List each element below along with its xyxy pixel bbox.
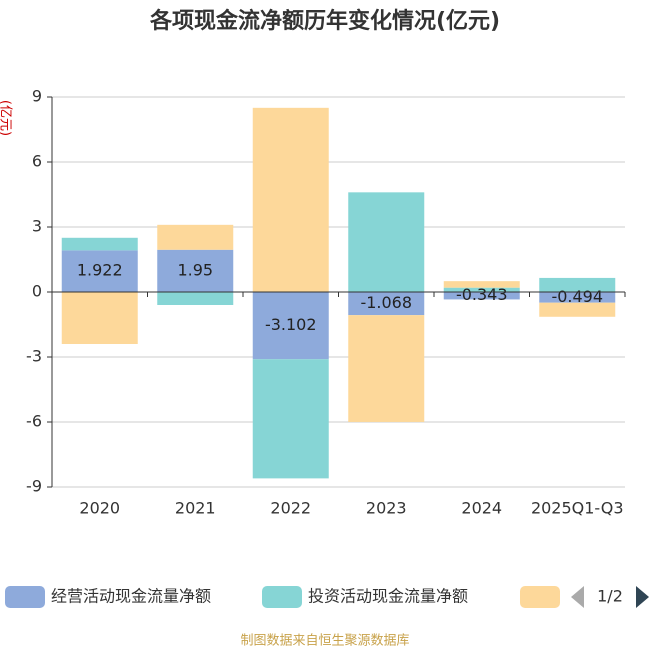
- x-tick-label: 2025Q1-Q3: [531, 499, 624, 518]
- legend-next[interactable]: [636, 586, 649, 608]
- source: 制图数据来自恒生聚源数据库: [240, 633, 409, 649]
- bar: [252, 107, 329, 292]
- y-tick-label: 0: [32, 282, 42, 301]
- y-tick-label: -9: [26, 477, 42, 496]
- x-tick-label: 2021: [175, 499, 216, 518]
- data-label: -1.068: [360, 293, 412, 312]
- legend-label: 投资活动现金流量净额: [308, 587, 468, 606]
- data-label: 1.922: [77, 261, 123, 280]
- bar: [348, 292, 425, 316]
- bar: [157, 292, 234, 305]
- data-label: -0.494: [551, 287, 603, 306]
- x-tick-label: 2022: [270, 499, 311, 518]
- x-tick-label: 2024: [461, 499, 502, 518]
- chart-title: 各项现金流净额历年变化情况(亿元): [149, 8, 500, 34]
- bar: [443, 281, 520, 288]
- legend-page: 1/2: [597, 587, 623, 606]
- legend-swatch: [262, 586, 302, 608]
- data-label: -0.343: [456, 285, 508, 304]
- bar: [157, 249, 234, 292]
- legend-label: 经营活动现金流量净额: [51, 587, 211, 606]
- bar: [61, 237, 138, 251]
- y-tick-label: 9: [32, 87, 42, 106]
- data-label: 1.95: [177, 260, 213, 279]
- bar: [157, 224, 234, 250]
- bar: [539, 302, 616, 317]
- x-tick-label: 2023: [366, 499, 407, 518]
- bar: [539, 292, 616, 303]
- bar: [443, 292, 520, 300]
- bar: [348, 192, 425, 292]
- bar: [252, 359, 329, 479]
- bar: [443, 287, 520, 292]
- bar: [539, 277, 616, 292]
- y-axis-label: (亿元): [0, 100, 13, 136]
- legend-swatch: [5, 586, 45, 608]
- y-tick-label: 3: [32, 217, 42, 236]
- bar: [252, 292, 329, 360]
- data-label: -3.102: [265, 315, 317, 334]
- bar: [61, 292, 138, 344]
- bar: [348, 315, 425, 422]
- bar: [61, 250, 138, 292]
- x-tick-label: 2020: [79, 499, 120, 518]
- y-tick-label: -3: [26, 347, 42, 366]
- legend-prev[interactable]: [571, 586, 584, 608]
- y-tick-label: -6: [26, 412, 42, 431]
- y-tick-label: 6: [32, 152, 42, 171]
- legend-swatch: [520, 586, 560, 608]
